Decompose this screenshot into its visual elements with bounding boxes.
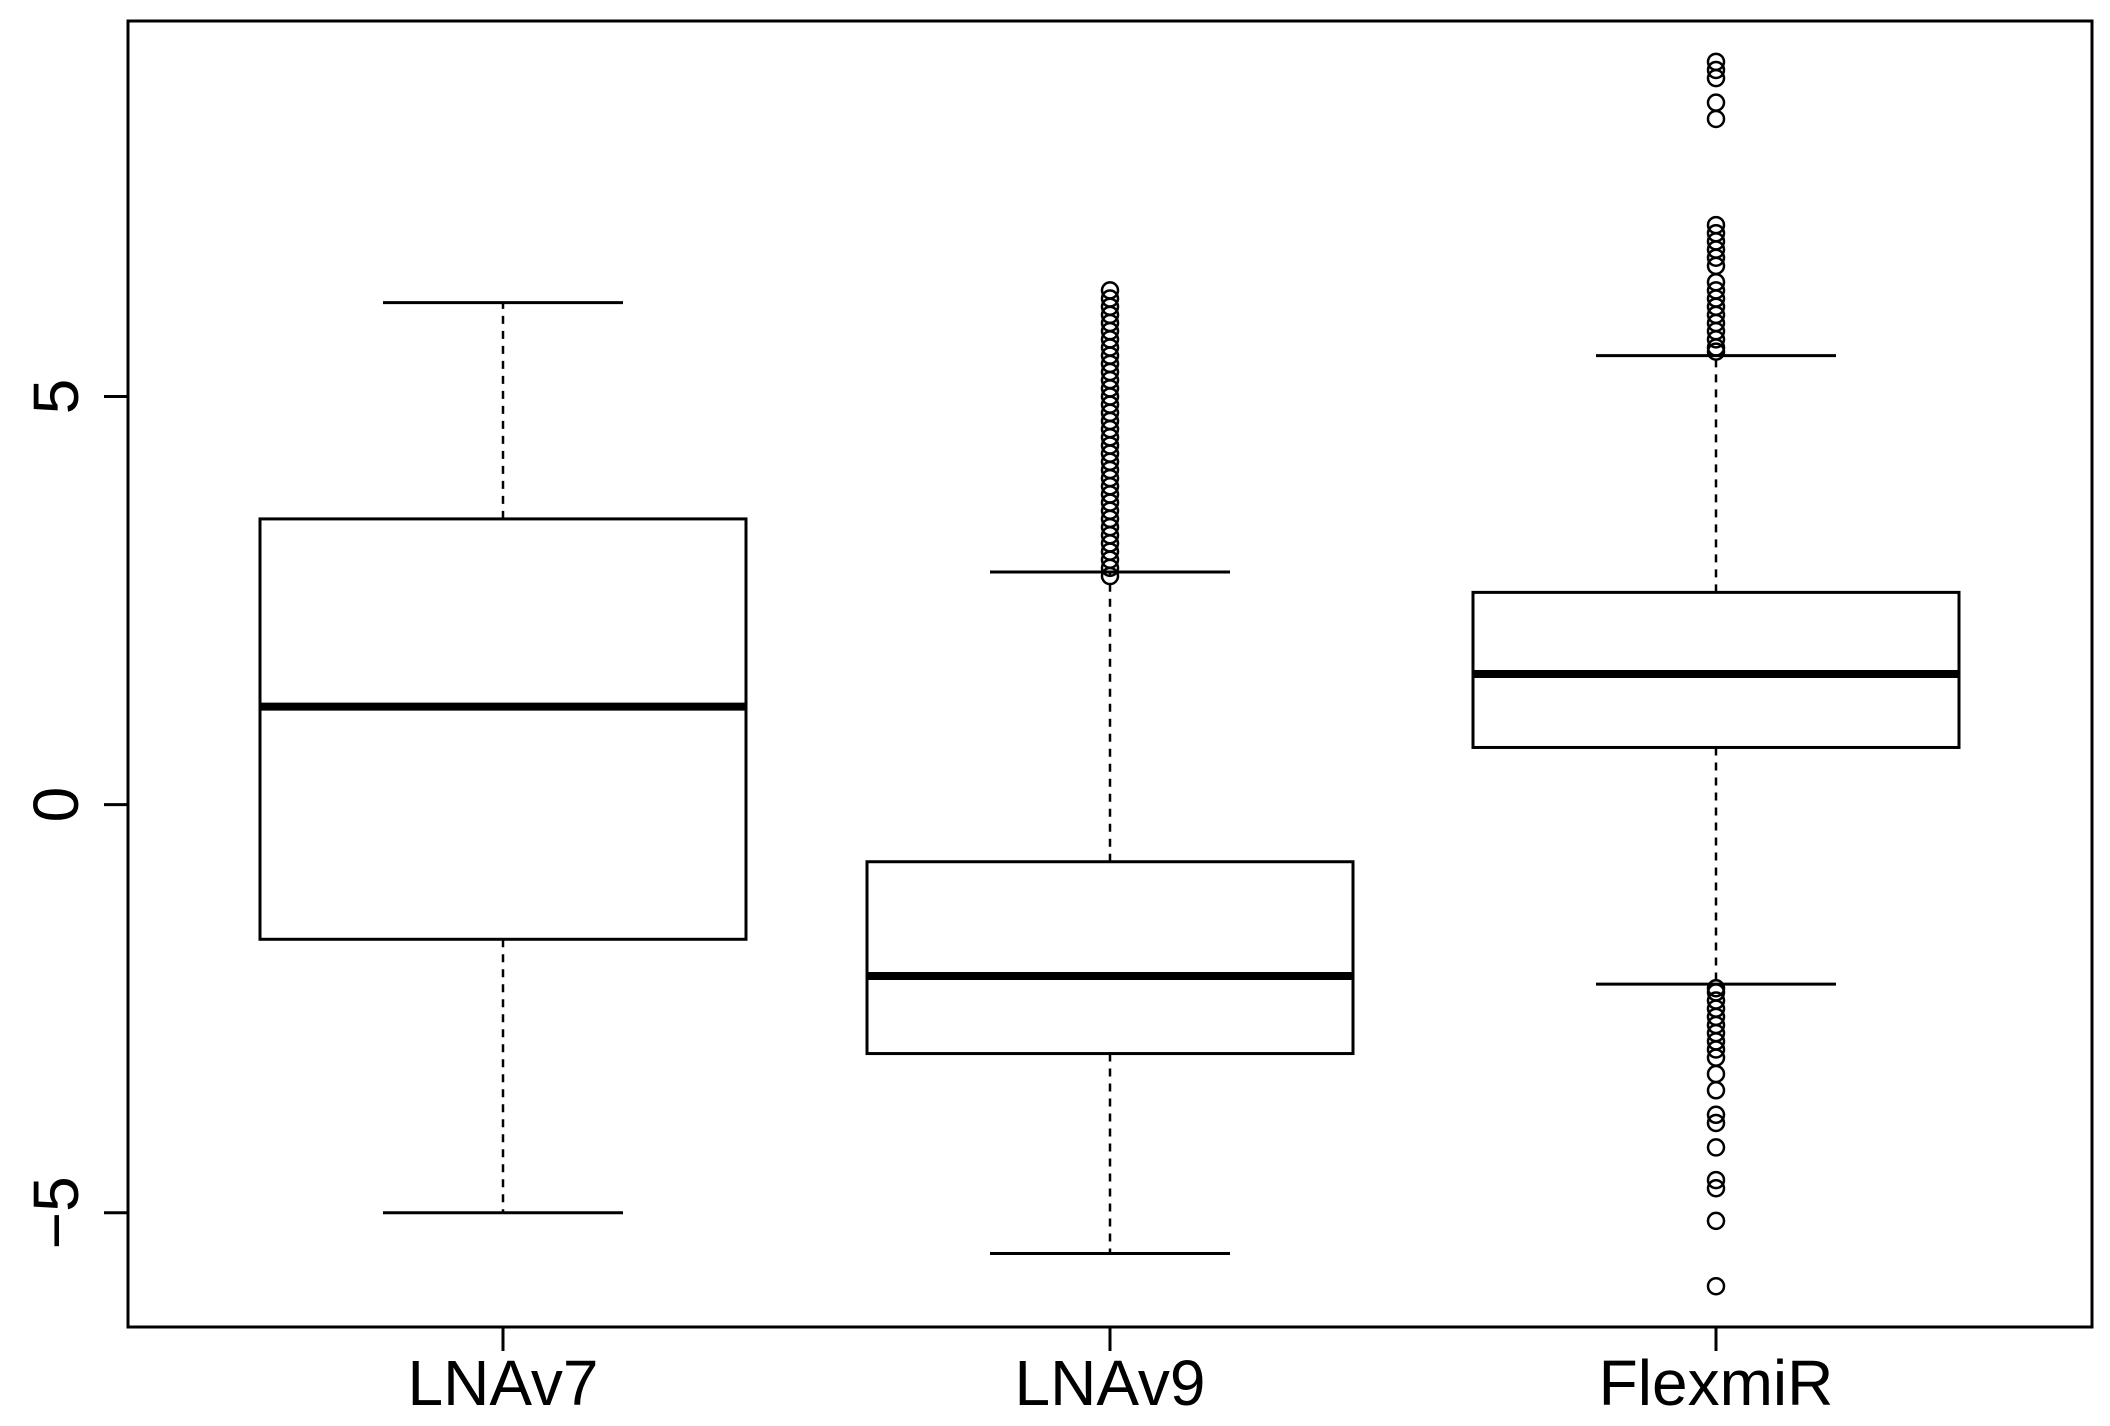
outlier-point bbox=[1706, 60, 1726, 80]
outlier-point bbox=[1706, 52, 1726, 72]
box-group-lnav7 bbox=[258, 301, 748, 1215]
outlier-point bbox=[1706, 215, 1726, 235]
outlier-point bbox=[1706, 223, 1726, 243]
outlier-point bbox=[1706, 1113, 1726, 1133]
plot-marks bbox=[258, 52, 1961, 1296]
outlier-point bbox=[1706, 1170, 1726, 1190]
outlier-point bbox=[1706, 1040, 1726, 1059]
outlier-point bbox=[1706, 109, 1726, 129]
outlier-point bbox=[1706, 1276, 1726, 1296]
iqr-box bbox=[865, 860, 1355, 1056]
outlier-point bbox=[1706, 1081, 1726, 1100]
x-tick-label-lnav9: LNAv9 bbox=[1015, 1347, 1206, 1419]
outlier-point bbox=[1706, 1138, 1726, 1157]
x-tick-label-lnav7: LNAv7 bbox=[408, 1347, 599, 1419]
outlier-point bbox=[1100, 281, 1120, 300]
box-group-flexmir bbox=[1471, 52, 1961, 1296]
y-tick-label: 5 bbox=[20, 379, 92, 415]
box-group-lnav9 bbox=[865, 281, 1355, 1256]
x-tick-label-flexmir: FlexmiR bbox=[1599, 1347, 1834, 1419]
outlier-point bbox=[1706, 1064, 1726, 1084]
iqr-box bbox=[258, 517, 748, 941]
axes: −5 0 5 LNAv7 LNAv9 FlexmiR bbox=[20, 379, 1833, 1419]
outlier-point bbox=[1706, 1178, 1726, 1198]
y-tick-label: −5 bbox=[20, 1176, 92, 1249]
outlier-point bbox=[1706, 93, 1726, 112]
outlier-point bbox=[1706, 281, 1726, 300]
outlier-point bbox=[1706, 1105, 1726, 1125]
y-tick-label: 0 bbox=[20, 787, 92, 823]
outlier-point bbox=[1706, 1211, 1726, 1231]
iqr-box bbox=[1471, 590, 1961, 749]
outlier-point bbox=[1100, 289, 1120, 308]
